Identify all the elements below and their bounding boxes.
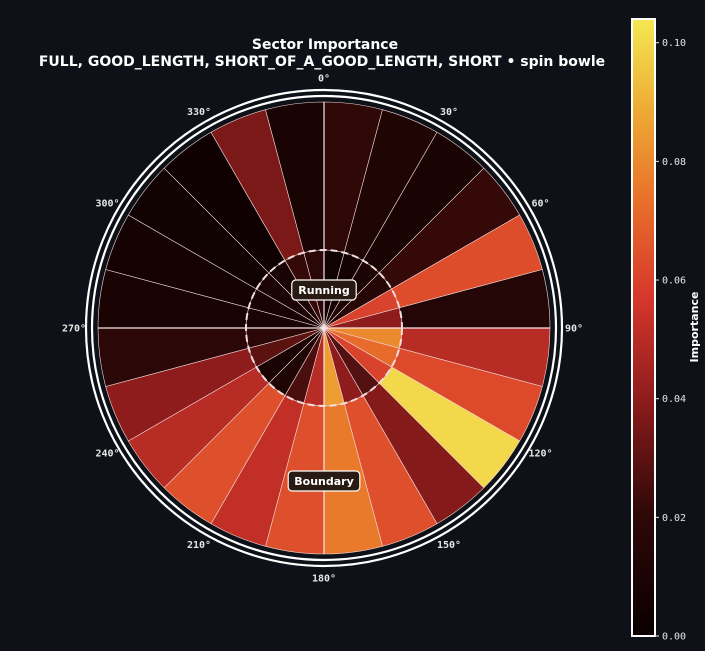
outer-rings xyxy=(84,88,564,568)
angle-label-0: 0° xyxy=(318,74,330,85)
angle-label-240: 240° xyxy=(95,449,119,460)
colorbar-tick-label-5: 0.10 xyxy=(662,38,686,49)
zone-label-box-1 xyxy=(287,470,361,492)
angle-label-150: 150° xyxy=(437,540,461,551)
colorbar-tick-label-0: 0.00 xyxy=(662,632,686,643)
outer-boundary-ring xyxy=(84,88,564,568)
chart-subtitle: FULL, GOOD_LENGTH, SHORT_OF_A_GOOD_LENGT… xyxy=(39,54,605,70)
colorbar-tick-label-4: 0.08 xyxy=(662,157,686,168)
angle-label-60: 60° xyxy=(531,199,549,210)
colorbar-label: Importance xyxy=(688,292,701,363)
colorbar-tick-label-3: 0.06 xyxy=(662,276,686,287)
colorbar-tick-label-2: 0.04 xyxy=(662,394,686,405)
sector-layer xyxy=(97,101,551,555)
zone-divider-ring xyxy=(245,249,403,407)
angle-tick-labels: 0° 30° 60° 90° 120° 150° 180° 210° 240° 270° 300° 3… xyxy=(62,74,583,585)
angle-label-330: 330° xyxy=(187,107,211,118)
zone-labels: Running Boundary xyxy=(287,279,361,492)
angle-label-270: 270° xyxy=(62,324,86,335)
colorbar-ticks: 0.00 0.02 0.04 0.06 0.08 0.10 xyxy=(655,38,686,643)
angle-label-300: 300° xyxy=(95,199,119,210)
colorbar-tick-label-1: 0.02 xyxy=(662,513,686,524)
angle-label-90: 90° xyxy=(565,324,583,335)
colorbar: 0.00 0.02 0.04 0.06 0.08 0.10 Importance xyxy=(631,18,701,643)
zone-label-running: Running xyxy=(298,284,349,297)
angle-label-120: 120° xyxy=(528,449,552,460)
angle-label-210: 210° xyxy=(187,540,211,551)
inner-boundary-ring xyxy=(90,94,558,562)
chart-title: Sector Importance xyxy=(252,37,398,53)
zone-label-boundary: Boundary xyxy=(294,475,354,488)
colorbar-gradient xyxy=(631,18,656,637)
angle-label-180: 180° xyxy=(312,574,336,585)
zone-label-box-0 xyxy=(291,279,357,301)
angle-label-30: 30° xyxy=(440,107,458,118)
